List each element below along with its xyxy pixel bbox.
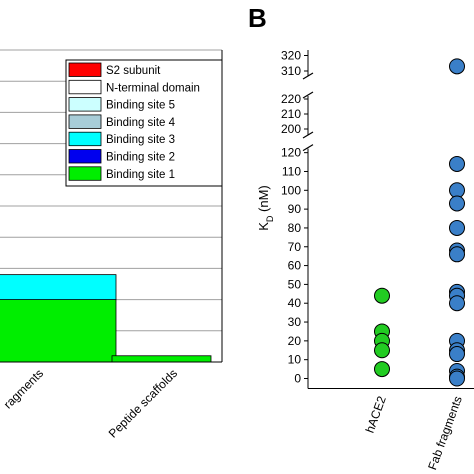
legend-label: Binding site 4 xyxy=(106,117,176,129)
point-hace2 xyxy=(374,361,390,378)
point-fab xyxy=(449,370,465,387)
axis-break-mark xyxy=(302,131,314,139)
point-fab xyxy=(449,155,465,172)
y-tick-label: 120 xyxy=(281,146,301,160)
point-fab xyxy=(449,219,465,236)
point-fab xyxy=(449,346,465,363)
point-hace2 xyxy=(374,287,390,304)
panel-b-points xyxy=(374,58,465,387)
y-tick-label: 80 xyxy=(288,221,302,235)
legend-label: S2 subunit xyxy=(106,65,161,77)
y-tick-label: 320 xyxy=(281,49,301,63)
panel-a-category-labels: ragments Peptide scaffolds xyxy=(1,366,180,440)
y-label-k: K xyxy=(256,222,271,231)
axis-break-mark xyxy=(302,91,314,99)
y-tick-label: 0 xyxy=(294,372,301,386)
y-tick-label: 30 xyxy=(288,315,302,329)
y-tick-label: 100 xyxy=(281,183,301,197)
legend-swatch xyxy=(68,166,102,181)
panel-a-legend: S2 subunit N-terminal domain Binding site … xyxy=(65,59,223,187)
category-label: Fab fragments xyxy=(425,394,465,471)
legend-swatch xyxy=(68,114,102,129)
legend-label: Binding site 3 xyxy=(106,134,175,146)
y-tick-label: 40 xyxy=(288,296,302,310)
point-fab xyxy=(449,246,465,263)
point-fab xyxy=(449,58,465,75)
y-label-subscript: D xyxy=(265,215,275,222)
y-tick-label: 70 xyxy=(288,240,302,254)
y-tick-label: 20 xyxy=(288,334,302,348)
bar-segment xyxy=(0,274,117,301)
legend-label: Binding site 1 xyxy=(106,169,175,181)
legend-swatch xyxy=(68,62,102,77)
y-tick-label: 110 xyxy=(282,164,301,178)
category-label: hACE2 xyxy=(363,394,389,435)
y-tick-label: 50 xyxy=(288,277,302,291)
legend-label: Binding site 5 xyxy=(106,100,175,112)
legend-label: N-terminal domain xyxy=(106,82,200,94)
axis-break-mark xyxy=(302,144,314,152)
y-tick-label: 210 xyxy=(281,107,301,121)
category-label: Peptide scaffolds xyxy=(106,366,180,440)
y-label-unit: (nM) xyxy=(256,185,271,215)
y-tick-label: 220 xyxy=(281,92,301,106)
category-label: ragments xyxy=(1,366,46,411)
point-fab xyxy=(449,295,465,312)
legend-swatch xyxy=(68,97,102,112)
panel-a-bar-chart: ragments Peptide scaffolds S2 subunit N-te… xyxy=(0,49,223,441)
bar-segment xyxy=(111,355,212,363)
point-hace2 xyxy=(374,342,390,359)
legend-label: Binding site 2 xyxy=(106,152,175,164)
legend-swatch xyxy=(68,149,102,164)
panel-b-y-axis-label: KD (nM) xyxy=(256,185,275,231)
y-tick-label: 10 xyxy=(288,353,302,367)
axis-break-mark xyxy=(302,72,314,80)
y-tick-label: 310 xyxy=(281,64,301,78)
panel-a-bars xyxy=(0,274,212,363)
panel-b-axes xyxy=(302,50,474,389)
panel-label-b: B xyxy=(248,3,267,33)
point-fab xyxy=(449,195,465,212)
y-tick-label: 200 xyxy=(281,122,301,136)
y-tick-label: 60 xyxy=(288,259,302,273)
bar-segment xyxy=(0,299,117,363)
y-tick-label: 90 xyxy=(288,202,302,216)
legend-swatch xyxy=(68,131,102,147)
panel-b-scatter-chart: B KD (nM) 0 10 20 30 40 50 60 70 80 90 100 110 120 20… xyxy=(248,3,474,472)
legend-swatch xyxy=(68,79,102,95)
